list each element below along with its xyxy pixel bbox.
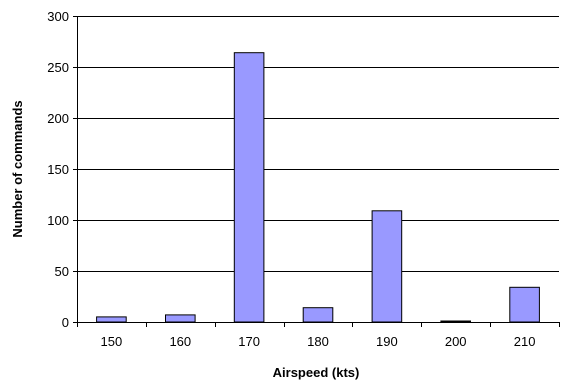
axes [73,16,560,327]
bar-210 [509,286,540,323]
y-tick-label-5: 250 [47,60,69,75]
gridlines [77,16,559,272]
y-tick-label-4: 200 [47,111,69,126]
y-tick-label-2: 100 [47,213,69,228]
x-tick-label-210: 210 [514,334,536,349]
y-tick-labels: 0 50 100 150 200 250 300 [47,9,69,330]
x-tick-label-160: 160 [169,334,191,349]
x-tick-label-200: 200 [445,334,467,349]
x-axis-title: Airspeed (kts) [273,365,360,380]
y-tick-label-6: 300 [47,9,69,24]
bar-160 [165,314,196,323]
x-tick-label-180: 180 [307,334,329,349]
y-tick-label-0: 0 [62,315,69,330]
y-axis-title: Number of commands [10,100,25,237]
y-tick-label-3: 150 [47,162,69,177]
x-tick-label-150: 150 [101,334,123,349]
x-tick-labels: 150 160 170 180 190 200 210 [101,334,536,349]
bar-200 [440,320,471,323]
bar-190 [371,210,403,323]
x-tick-label-190: 190 [376,334,398,349]
bar-180 [302,307,334,323]
bar-170 [233,52,265,323]
bar-150 [96,316,127,323]
y-tick-label-1: 50 [55,264,69,279]
bars [96,52,540,323]
x-tick-label-170: 170 [238,334,260,349]
